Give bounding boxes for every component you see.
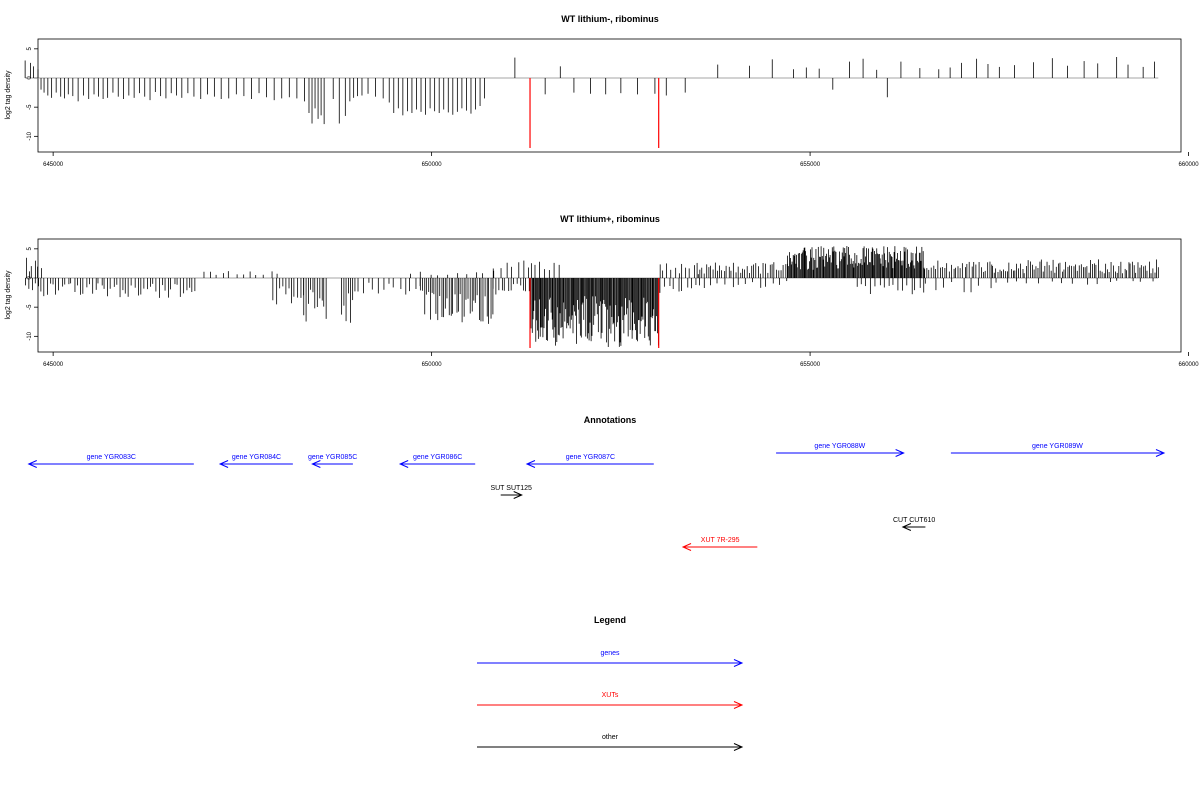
- panel-2-frame: [37, 238, 1182, 353]
- panel-1-title: WT lithium-, ribominus: [561, 14, 659, 24]
- legend-arrowhead: [733, 659, 744, 667]
- other-feature: CUT CUT610: [893, 517, 935, 531]
- y-tick-label: 5: [27, 47, 33, 51]
- gene-arrowhead: [218, 460, 229, 468]
- other-arrowhead: [513, 491, 523, 499]
- legend-arrowhead: [733, 743, 744, 751]
- x-tick-label: 655000: [800, 162, 821, 168]
- other-label: SUT SUT125: [490, 485, 532, 492]
- panel-1-markers: [529, 78, 660, 148]
- panel-2-title: WT lithium+, ribominus: [560, 214, 660, 224]
- xut-arrowhead: [681, 543, 692, 551]
- panel-2-x-axis: 645000 650000 655000 660000: [43, 352, 1199, 368]
- x-tick-label: 660000: [1179, 162, 1200, 168]
- panel-lithium-minus: WT lithium-, ribominus log2 tag density …: [5, 14, 1199, 168]
- xut-feature: XUT 7R-295: [681, 537, 758, 551]
- panel-1-bars: [24, 57, 1155, 125]
- gene-feature: gene YGR087C: [525, 454, 654, 468]
- panel-1-frame: [37, 38, 1182, 153]
- y-tick-label: -10: [27, 131, 33, 140]
- gene-feature: gene YGR084C: [218, 454, 293, 468]
- legend-title: Legend: [594, 615, 626, 625]
- legend-item: genes: [477, 650, 744, 667]
- annotation-features: gene YGR083C gene YGR084C gene YGR085C gene…: [27, 443, 1166, 551]
- gene-feature: gene YGR086C: [398, 454, 476, 468]
- x-tick-label: 650000: [422, 362, 443, 368]
- legend-label: genes: [600, 650, 620, 657]
- gene-label: gene YGR087C: [566, 454, 615, 461]
- gene-label: gene YGR089W: [1032, 443, 1083, 450]
- x-tick-label: 660000: [1179, 362, 1200, 368]
- gene-arrowhead: [525, 460, 536, 468]
- gene-label: gene YGR084C: [232, 454, 281, 461]
- x-tick-label: 645000: [43, 162, 64, 168]
- y-tick-label: -5: [27, 304, 33, 310]
- gene-arrowhead: [895, 449, 905, 457]
- gene-feature: gene YGR089W: [950, 443, 1166, 457]
- panel-1-x-axis: 645000 650000 655000 660000: [43, 152, 1199, 168]
- legend-item: XUTs: [477, 692, 744, 709]
- other-feature: SUT SUT125: [490, 485, 532, 499]
- gene-label: gene YGR083C: [87, 454, 136, 461]
- panel-2-markers: [529, 278, 660, 348]
- other-arrowhead: [901, 523, 912, 531]
- legend-arrowhead: [733, 701, 744, 709]
- gene-feature: gene YGR088W: [776, 443, 905, 457]
- panel-1-ylabel: log2 tag density: [5, 70, 12, 120]
- gene-label: gene YGR086C: [413, 454, 462, 461]
- xut-label: XUT 7R-295: [701, 537, 740, 544]
- legend-item: other: [477, 734, 744, 751]
- gene-label: gene YGR085C: [308, 454, 357, 461]
- gene-feature: gene YGR083C: [27, 454, 194, 468]
- annotations-panel: Annotations gene YGR083C gene YGR084C gene…: [27, 415, 1166, 551]
- other-label: CUT CUT610: [893, 517, 935, 524]
- gene-arrowhead: [311, 460, 321, 468]
- gene-arrowhead: [1155, 449, 1166, 457]
- x-tick-label: 650000: [422, 162, 443, 168]
- legend-label: other: [602, 734, 619, 741]
- x-tick-label: 645000: [43, 362, 64, 368]
- y-tick-label: 5: [27, 247, 33, 251]
- annotations-title: Annotations: [584, 415, 637, 425]
- panel-2-ylabel: log2 tag density: [5, 270, 12, 320]
- gene-label: gene YGR088W: [814, 443, 865, 450]
- y-tick-label: -10: [27, 331, 33, 340]
- gene-arrowhead: [398, 460, 409, 468]
- gene-arrowhead: [27, 460, 37, 468]
- x-tick-label: 655000: [800, 362, 821, 368]
- panel-1-y-axis: 50-5-10: [27, 47, 38, 141]
- panel-2-y-axis: 50-5-10: [27, 247, 38, 341]
- panel-lithium-plus: WT lithium+, ribominus log2 tag density …: [5, 214, 1199, 368]
- y-tick-label: -5: [27, 104, 33, 110]
- legend-items: genes XUTs other: [477, 650, 744, 751]
- legend: Legend genes XUTs other: [477, 615, 744, 751]
- panel-2-bars: [25, 246, 1159, 347]
- legend-label: XUTs: [602, 692, 619, 699]
- gene-feature: gene YGR085C: [308, 454, 357, 468]
